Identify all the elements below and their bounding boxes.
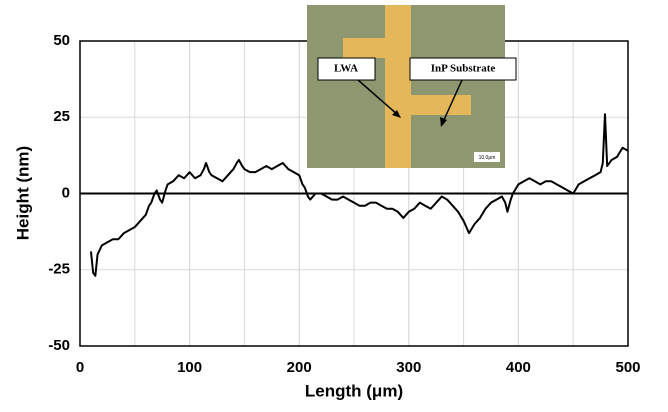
x-tick-label: 400 <box>506 359 531 376</box>
label-box <box>409 57 517 81</box>
electrode <box>343 38 388 58</box>
x-tick-label: 500 <box>615 359 640 376</box>
label-box <box>317 57 376 81</box>
x-tick-label: 0 <box>76 359 84 376</box>
scale-label: 10.0μm <box>479 155 496 161</box>
y-axis-label: Height (nm) <box>13 146 32 240</box>
y-tick-label: -25 <box>48 261 70 278</box>
y-tick-label: 25 <box>53 108 70 125</box>
y-tick-label: -50 <box>48 337 70 354</box>
annotation: LWA <box>334 63 358 75</box>
x-tick-label: 300 <box>396 359 421 376</box>
profile-line <box>89 113 629 277</box>
x-tick-label: 100 <box>177 359 202 376</box>
arrowhead <box>392 110 401 118</box>
x-tick-label: 200 <box>287 359 312 376</box>
arrowhead <box>440 117 447 127</box>
scale-box <box>474 152 500 162</box>
y-tick-label: 0 <box>62 184 70 201</box>
inset-image: LWA InP Substrate 10.0μm <box>307 5 517 168</box>
annotation: InP Substrate <box>431 63 496 75</box>
electrode <box>408 95 471 115</box>
x-axis-label: Length (μm) <box>305 381 403 400</box>
electrode <box>385 5 411 168</box>
y-tick-label: 50 <box>53 32 70 49</box>
arrow <box>442 79 463 123</box>
arrow <box>357 79 399 116</box>
